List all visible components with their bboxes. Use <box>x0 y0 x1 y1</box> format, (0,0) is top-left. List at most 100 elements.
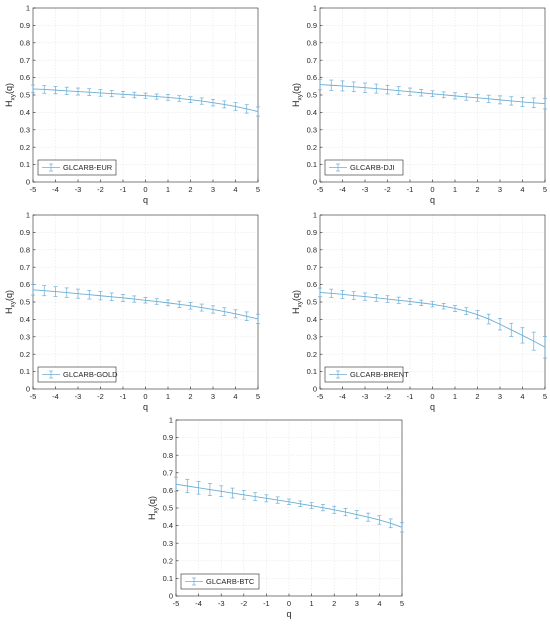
legend-box <box>324 366 404 383</box>
x-tick-label: 2 <box>475 392 479 401</box>
y-tick-label: 0.2 <box>163 556 173 565</box>
y-tick-label: 0.2 <box>307 143 317 152</box>
x-axis-label: q <box>430 402 435 412</box>
y-tick-label: 0.5 <box>20 298 30 307</box>
y-axis-label: Hxy(q) <box>147 496 160 520</box>
y-tick-label: 0.1 <box>163 574 173 583</box>
x-tick-label: 4 <box>520 185 524 194</box>
x-tick-label: 2 <box>475 185 479 194</box>
x-tick-label: 5 <box>256 392 260 401</box>
y-tick-label: 1 <box>26 211 30 220</box>
y-tick-label: 0.5 <box>307 91 317 100</box>
x-tick-label: -5 <box>317 392 324 401</box>
legend-label: GLCARB-GOLD <box>63 370 118 379</box>
y-axis-label: Hxy(q) <box>4 83 17 107</box>
x-tick-label: 5 <box>400 599 404 608</box>
x-tick-label: -2 <box>240 599 247 608</box>
x-tick-label: -2 <box>384 392 391 401</box>
x-tick-label: -2 <box>97 392 104 401</box>
x-tick-label: 3 <box>211 392 215 401</box>
y-tick-label: 0.1 <box>20 160 30 169</box>
y-tick-label: 0.7 <box>20 263 30 272</box>
y-tick-label: 0.9 <box>163 433 173 442</box>
x-tick-label: -3 <box>362 392 369 401</box>
x-tick-label: -3 <box>75 392 82 401</box>
x-tick-label: -4 <box>52 392 59 401</box>
y-tick-label: 0.1 <box>307 160 317 169</box>
series-line <box>319 84 546 105</box>
y-tick-label: 0.4 <box>20 315 30 324</box>
x-tick-label: -5 <box>30 392 37 401</box>
y-tick-label: 0.2 <box>20 350 30 359</box>
y-tick-label: 0.3 <box>307 332 317 341</box>
y-tick-label: 0.3 <box>20 125 30 134</box>
x-tick-label: -1 <box>120 185 127 194</box>
x-tick-label: -3 <box>75 185 82 194</box>
y-tick-label: 0.5 <box>163 504 173 513</box>
y-tick-label: 0.4 <box>307 315 317 324</box>
y-tick-label: 0.3 <box>307 125 317 134</box>
legend: GLCARB-BRENT <box>324 366 409 383</box>
x-tick-label: 4 <box>233 185 237 194</box>
y-tick-label: 0.7 <box>163 468 173 477</box>
y-tick-label: 0.9 <box>307 228 317 237</box>
x-tick-label: -5 <box>317 185 324 194</box>
x-tick-label: 4 <box>520 392 524 401</box>
legend-label: GLCARB-BTC <box>206 577 255 586</box>
x-tick-label: 1 <box>166 185 170 194</box>
x-tick-label: -3 <box>362 185 369 194</box>
chart-panel-5: -5 -4 -3 -2 -1 0 1 2 3 4 5 0 0.1 0.2 0.3 0.4 0.5 0.6 0.7 0.… <box>147 416 404 619</box>
legend-box <box>180 573 260 590</box>
y-tick-label: 0.2 <box>307 350 317 359</box>
x-tick-label: -1 <box>407 392 414 401</box>
y-tick-label: 0.9 <box>307 21 317 30</box>
x-tick-label: 4 <box>233 392 237 401</box>
y-tick-label: 0.6 <box>20 280 30 289</box>
x-tick-label: -4 <box>52 185 59 194</box>
x-tick-label: -5 <box>173 599 180 608</box>
legend-label: GLCARB-EUR <box>63 163 113 172</box>
series-line <box>32 289 259 320</box>
legend-box <box>324 159 404 176</box>
legend-label: GLCARB-BRENT <box>350 370 409 379</box>
y-tick-label: 0.8 <box>307 38 317 47</box>
y-tick-label: 0.2 <box>20 143 30 152</box>
y-tick-label: 1 <box>313 4 317 13</box>
y-tick-label: 0.7 <box>307 56 317 65</box>
x-tick-label: -4 <box>339 392 346 401</box>
y-tick-label: 0.1 <box>20 367 30 376</box>
x-tick-label: 1 <box>453 185 457 194</box>
x-tick-label: 0 <box>430 185 434 194</box>
legend-box <box>37 159 117 176</box>
x-tick-label: -1 <box>263 599 270 608</box>
y-tick-label: 0.5 <box>307 298 317 307</box>
x-tick-label: -1 <box>407 185 414 194</box>
x-tick-label: -2 <box>384 185 391 194</box>
x-tick-label: -3 <box>218 599 225 608</box>
x-tick-label: -4 <box>339 185 346 194</box>
y-tick-label: 0.9 <box>20 21 30 30</box>
x-axis-label: q <box>286 609 291 619</box>
x-tick-label: 3 <box>211 185 215 194</box>
x-axis-label: q <box>143 195 148 205</box>
x-tick-label: 5 <box>256 185 260 194</box>
y-tick-label: 0 <box>26 178 30 187</box>
y-tick-label: 0.8 <box>20 38 30 47</box>
x-tick-label: 0 <box>287 599 291 608</box>
y-tick-label: 0 <box>313 178 317 187</box>
y-tick-label: 0.3 <box>163 539 173 548</box>
y-tick-label: 0.8 <box>163 451 173 460</box>
x-tick-label: 2 <box>188 185 192 194</box>
series-line <box>32 88 259 112</box>
y-tick-label: 0.5 <box>20 91 30 100</box>
x-tick-label: 1 <box>453 392 457 401</box>
y-tick-label: 0.8 <box>307 245 317 254</box>
y-tick-label: 0.7 <box>20 56 30 65</box>
y-tick-label: 0 <box>26 385 30 394</box>
y-tick-label: 0.4 <box>307 108 317 117</box>
x-tick-label: 2 <box>188 392 192 401</box>
y-tick-label: 0.6 <box>163 486 173 495</box>
y-tick-label: 0.6 <box>307 280 317 289</box>
x-tick-label: -1 <box>120 392 127 401</box>
